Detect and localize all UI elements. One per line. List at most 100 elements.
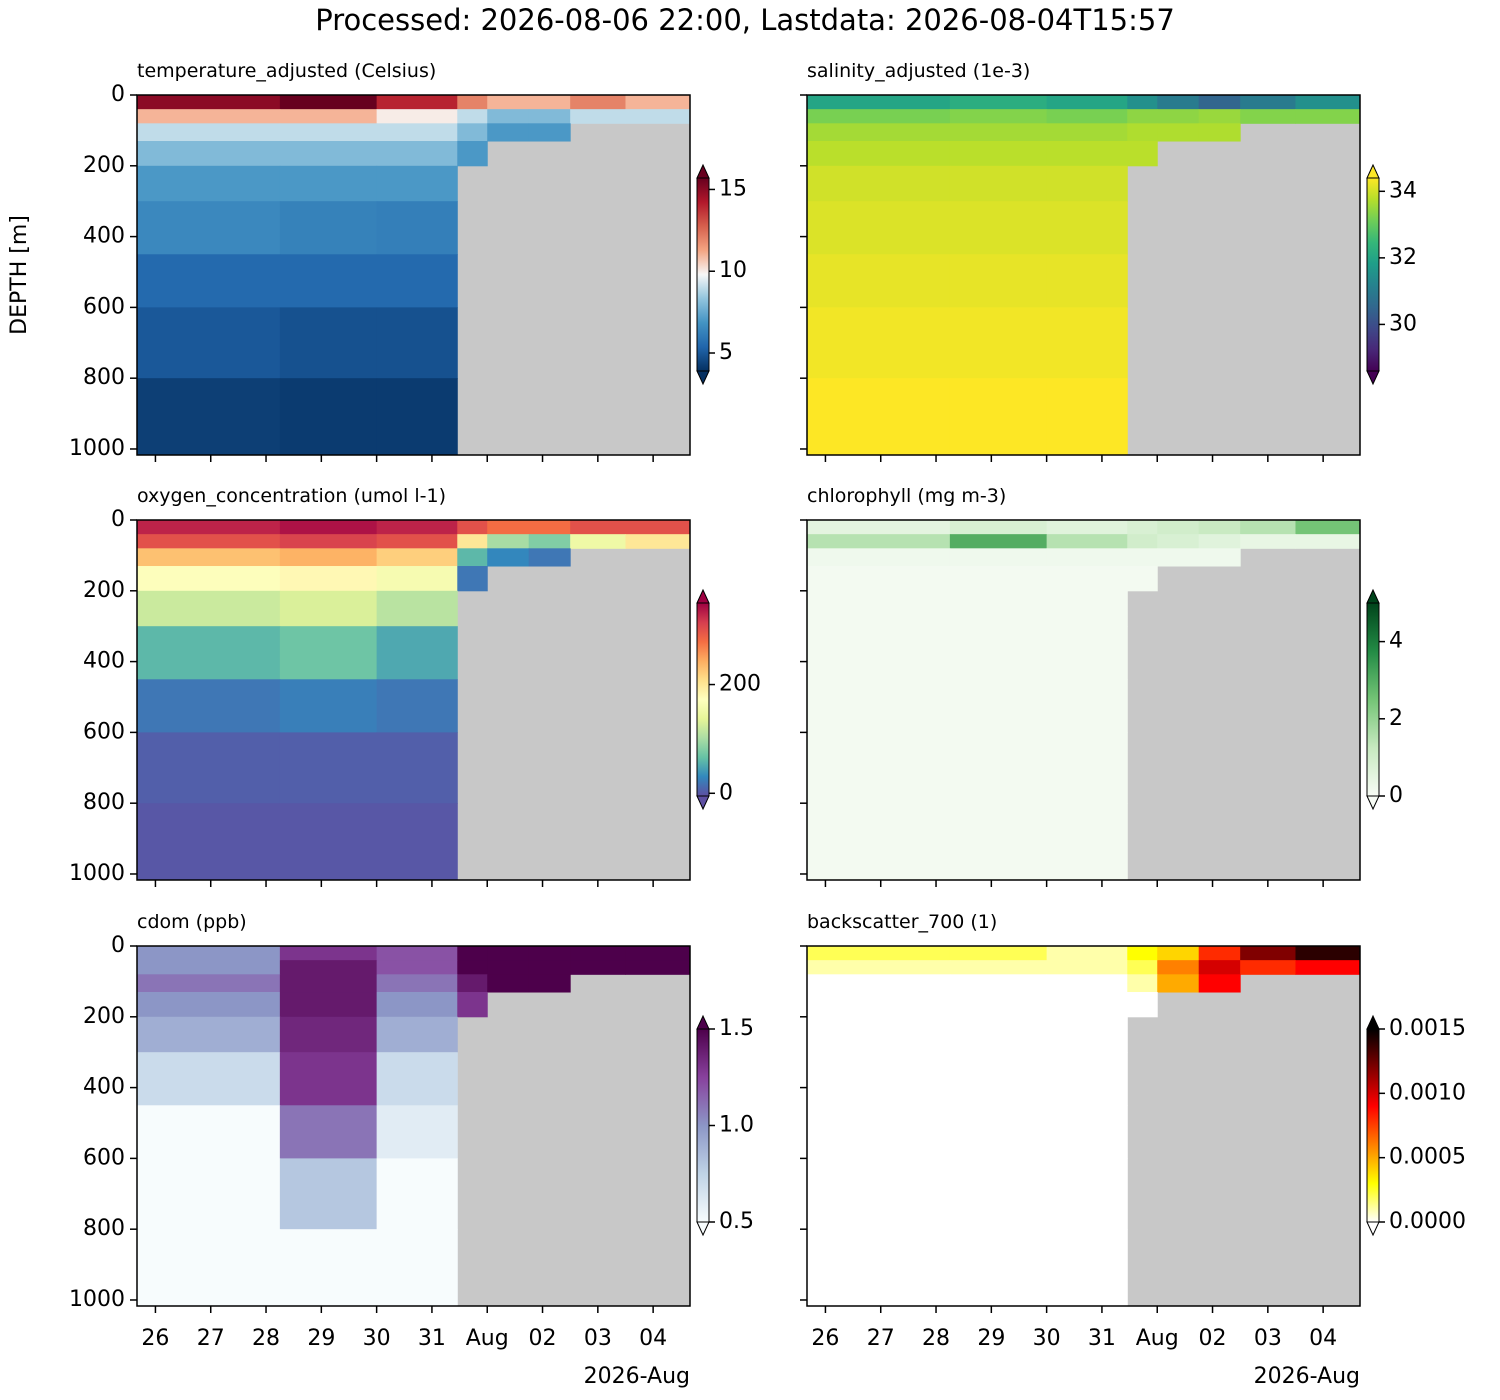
heat-cell <box>1198 123 1241 142</box>
heat-cell <box>625 109 691 124</box>
heat-cell <box>807 1052 951 1106</box>
heat-cell <box>279 520 378 535</box>
heat-cell <box>457 960 488 975</box>
heat-cell <box>457 141 488 167</box>
figure-title: Processed: 2026-08-06 22:00, Lastdata: 2… <box>315 3 1175 37</box>
heat-cell <box>1157 95 1200 110</box>
heat-cell <box>1046 946 1128 961</box>
colorbar-tick-label: 0.0015 <box>1389 1016 1466 1041</box>
heat-cell <box>1240 946 1296 961</box>
heat-cell <box>376 1158 458 1230</box>
heat-cell <box>1240 109 1296 124</box>
heat-cell <box>949 1229 1048 1307</box>
heat-cell <box>279 123 378 142</box>
heat-cell <box>949 590 1048 627</box>
x-tick-label: 27 <box>197 1326 225 1351</box>
heat-cell <box>279 109 378 124</box>
panel-title: salinity_adjusted (1e-3) <box>807 60 1030 82</box>
heat-cell <box>137 109 281 124</box>
y-tick-label: 800 <box>83 790 125 815</box>
heat-cell <box>279 974 378 993</box>
heat-cell <box>570 95 626 110</box>
heat-cell <box>137 732 281 804</box>
y-tick-label: 0 <box>111 933 125 958</box>
heat-cell <box>807 992 951 1018</box>
colorbar-extend-bottom <box>1366 795 1380 811</box>
heat-cell <box>807 307 951 379</box>
heat-cell <box>807 109 951 124</box>
axes-frame <box>136 519 691 881</box>
heat-cell <box>1046 974 1128 993</box>
x-offset-label: 2026-Aug <box>1254 1364 1360 1389</box>
heat-cell <box>1046 1052 1128 1106</box>
y-tick-label: 400 <box>83 1075 125 1100</box>
heat-cell <box>279 1229 378 1307</box>
heat-cell <box>528 95 571 110</box>
colorbar-tick-label: 34 <box>1389 178 1417 203</box>
heat-cell <box>457 946 488 961</box>
heat-cell <box>1295 534 1361 549</box>
heat-cell <box>137 1229 281 1307</box>
heat-cell <box>1157 520 1200 535</box>
heat-cell <box>1046 534 1128 549</box>
heat-cell <box>1240 534 1296 549</box>
heat-cell <box>279 566 378 592</box>
heat-cell <box>137 141 281 167</box>
heat-cell <box>949 946 1048 961</box>
heat-cell <box>949 307 1048 379</box>
heat-cell <box>279 992 378 1018</box>
heat-cell <box>1046 254 1128 308</box>
heat-cell <box>1295 109 1361 124</box>
heat-cell <box>570 534 626 549</box>
heat-cell <box>1046 520 1128 535</box>
colorbar-tick-label: 15 <box>719 176 747 201</box>
x-tick-label: 03 <box>1254 1326 1282 1351</box>
heat-cell <box>949 548 1048 567</box>
colorbar-tick-label: 1.0 <box>719 1113 754 1138</box>
axes-frame <box>136 945 691 1307</box>
heat-cell <box>949 520 1048 535</box>
heat-cell <box>528 974 571 993</box>
y-tick-label: 400 <box>83 224 125 249</box>
heat-cell <box>807 626 951 680</box>
panel-title: temperature_adjusted (Celsius) <box>137 60 436 82</box>
heat-cell <box>137 534 281 549</box>
heat-cell <box>1127 992 1158 1018</box>
colorbar-tick-label: 30 <box>1389 311 1417 336</box>
heat-cell <box>279 590 378 627</box>
heat-cell <box>376 946 458 961</box>
heat-cell <box>625 534 691 549</box>
colorbar-tick-label: 2 <box>1389 706 1403 731</box>
colorbar <box>697 1029 709 1222</box>
colorbar <box>697 178 709 371</box>
heat-cell <box>949 626 1048 680</box>
colorbar-tick-label: 200 <box>719 672 761 697</box>
heat-cell <box>1157 123 1200 142</box>
panel-title: cdom (ppb) <box>137 911 247 933</box>
heat-cell <box>137 165 281 202</box>
colorbar-frame <box>1366 1028 1380 1223</box>
heat-cell <box>376 1229 458 1307</box>
colorbar <box>697 603 709 796</box>
heat-cell <box>949 732 1048 804</box>
heat-cell <box>376 520 458 535</box>
heat-cell <box>376 95 458 110</box>
heat-cell <box>376 254 458 308</box>
heat-cell <box>528 946 571 961</box>
heat-cell <box>376 1105 458 1159</box>
heat-cell <box>807 803 951 881</box>
colorbar-extend-bottom <box>696 1221 710 1237</box>
heat-cell <box>949 566 1048 592</box>
heat-cell <box>949 123 1048 142</box>
heat-cell <box>279 165 378 202</box>
heat-cell <box>807 946 951 961</box>
heat-cell <box>1127 946 1158 961</box>
colorbar-extend-top <box>1366 163 1380 179</box>
heat-cell <box>457 534 488 549</box>
heat-cell <box>137 803 281 881</box>
heat-cell <box>137 626 281 680</box>
heat-cell <box>487 960 530 975</box>
colorbar-tick-label: 0.5 <box>719 1209 754 1234</box>
x-tick-label: 30 <box>363 1326 391 1351</box>
heat-cell <box>457 548 488 567</box>
